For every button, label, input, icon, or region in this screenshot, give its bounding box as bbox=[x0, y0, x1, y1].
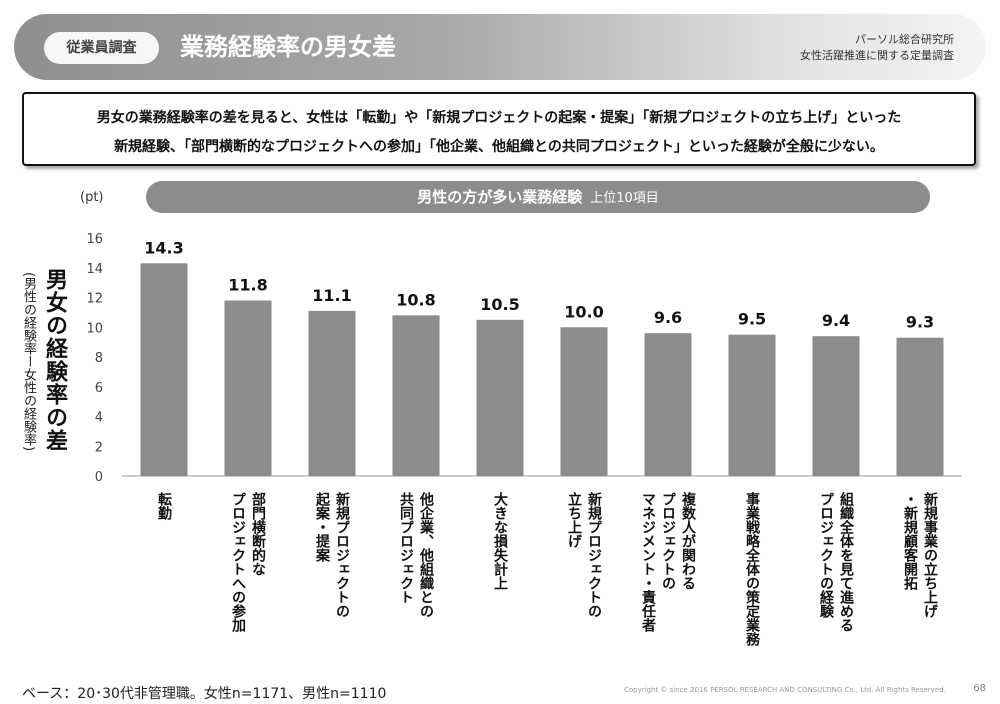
y-tick-label: 12 bbox=[86, 292, 103, 307]
category-label: プロジェクトの bbox=[660, 492, 676, 590]
copyright-text: Copyright © since 2016 PERSOL RESEARCH A… bbox=[624, 686, 946, 694]
category-label: 新規プロジェクトの bbox=[334, 491, 350, 618]
category-label: 新規事業の立ち上げ bbox=[922, 491, 939, 619]
value-label: 9.4 bbox=[822, 311, 850, 330]
y-tick-label: 14 bbox=[86, 262, 103, 277]
summary-line-1: 男女の業務経験率の差を見ると、女性は「転勤」や「新規プロジェクトの起案・提案」「… bbox=[96, 110, 902, 126]
category-label: 複数人が関わる bbox=[680, 491, 697, 590]
value-label: 10.5 bbox=[480, 295, 519, 314]
category-label: ・新規顧客開拓 bbox=[902, 492, 919, 591]
survey-type-badge: 従業員調査 bbox=[44, 32, 159, 64]
value-label: 14.3 bbox=[144, 238, 183, 257]
value-label: 10.0 bbox=[564, 302, 603, 321]
bar bbox=[224, 300, 272, 476]
page-title: 業務経験率の男女差 bbox=[180, 33, 396, 61]
bar bbox=[644, 333, 692, 476]
category-label: 事業戦略全体の策定業務 bbox=[744, 491, 761, 647]
category-label: プロジェクトの経験 bbox=[818, 492, 834, 619]
bar bbox=[896, 337, 944, 476]
survey-name: 女性活躍推進に関する定量調査 bbox=[800, 49, 954, 62]
category-label: 起案・提案 bbox=[314, 491, 331, 563]
summary-box: 男女の業務経験率の差を見ると、女性は「転勤」や「新規プロジェクトの起案・提案」「… bbox=[22, 92, 976, 166]
bar bbox=[308, 310, 356, 476]
y-tick-label: 8 bbox=[95, 351, 103, 366]
y-tick-label: 6 bbox=[95, 381, 103, 396]
category-label: 新規プロジェクトの bbox=[586, 491, 602, 618]
y-tick-label: 0 bbox=[95, 470, 103, 485]
value-label: 10.8 bbox=[396, 290, 435, 309]
category-label: 転勤 bbox=[156, 491, 172, 521]
page-number: 68 bbox=[973, 683, 986, 694]
y-axis-subtitle: (男性の経験率ー女性の経験率) bbox=[21, 272, 36, 452]
chart-title: 男性の方が多い業務経験 bbox=[417, 188, 583, 206]
value-label: 11.1 bbox=[312, 286, 351, 305]
organization-info: パーソル総合研究所 女性活躍推進に関する定量調査 bbox=[800, 32, 954, 64]
organization-name: パーソル総合研究所 bbox=[855, 33, 954, 46]
bar bbox=[812, 336, 860, 476]
value-label: 11.8 bbox=[228, 275, 267, 294]
y-tick-label: 2 bbox=[95, 440, 103, 455]
bar bbox=[140, 263, 188, 476]
y-axis-unit: (pt) bbox=[80, 190, 104, 205]
category-label: 立ち上げ bbox=[566, 491, 582, 549]
bar bbox=[560, 327, 608, 476]
y-tick-label: 4 bbox=[95, 411, 103, 426]
category-label: 共同プロジェクト bbox=[398, 491, 414, 604]
y-tick-label: 16 bbox=[86, 232, 103, 247]
header-banner: 従業員調査 業務経験率の男女差 パーソル総合研究所 女性活躍推進に関する定量調査 bbox=[14, 14, 986, 80]
category-label: 部門横断的な bbox=[250, 491, 266, 576]
category-label: 他企業、他組織との bbox=[418, 491, 435, 618]
value-label: 9.5 bbox=[738, 310, 766, 329]
category-label: マネジメント・責任者 bbox=[640, 492, 657, 632]
category-label: 組織全体を見て進める bbox=[838, 491, 855, 632]
base-note: ベース：20･30代非管理職。女性n=1171、男性n=1110 bbox=[22, 686, 387, 702]
category-label: プロジェクトへの参加 bbox=[230, 492, 247, 633]
summary-line-2: 新規経験、「部門横断的なプロジェクトへの参加」「他企業、他組織との共同プロジェク… bbox=[114, 139, 884, 155]
y-tick-label: 10 bbox=[86, 321, 103, 336]
bar bbox=[392, 315, 440, 476]
chart-subtitle: 上位10項目 bbox=[590, 191, 659, 206]
value-label: 9.6 bbox=[654, 308, 682, 327]
bar bbox=[728, 334, 776, 476]
category-label: 大きな損失計上 bbox=[492, 491, 508, 590]
y-axis-title: 男女の経験率の差 bbox=[42, 268, 67, 452]
value-label: 9.3 bbox=[906, 313, 934, 332]
chart-title-banner: 男性の方が多い業務経験 上位10項目 bbox=[146, 181, 930, 213]
bar bbox=[476, 319, 524, 476]
